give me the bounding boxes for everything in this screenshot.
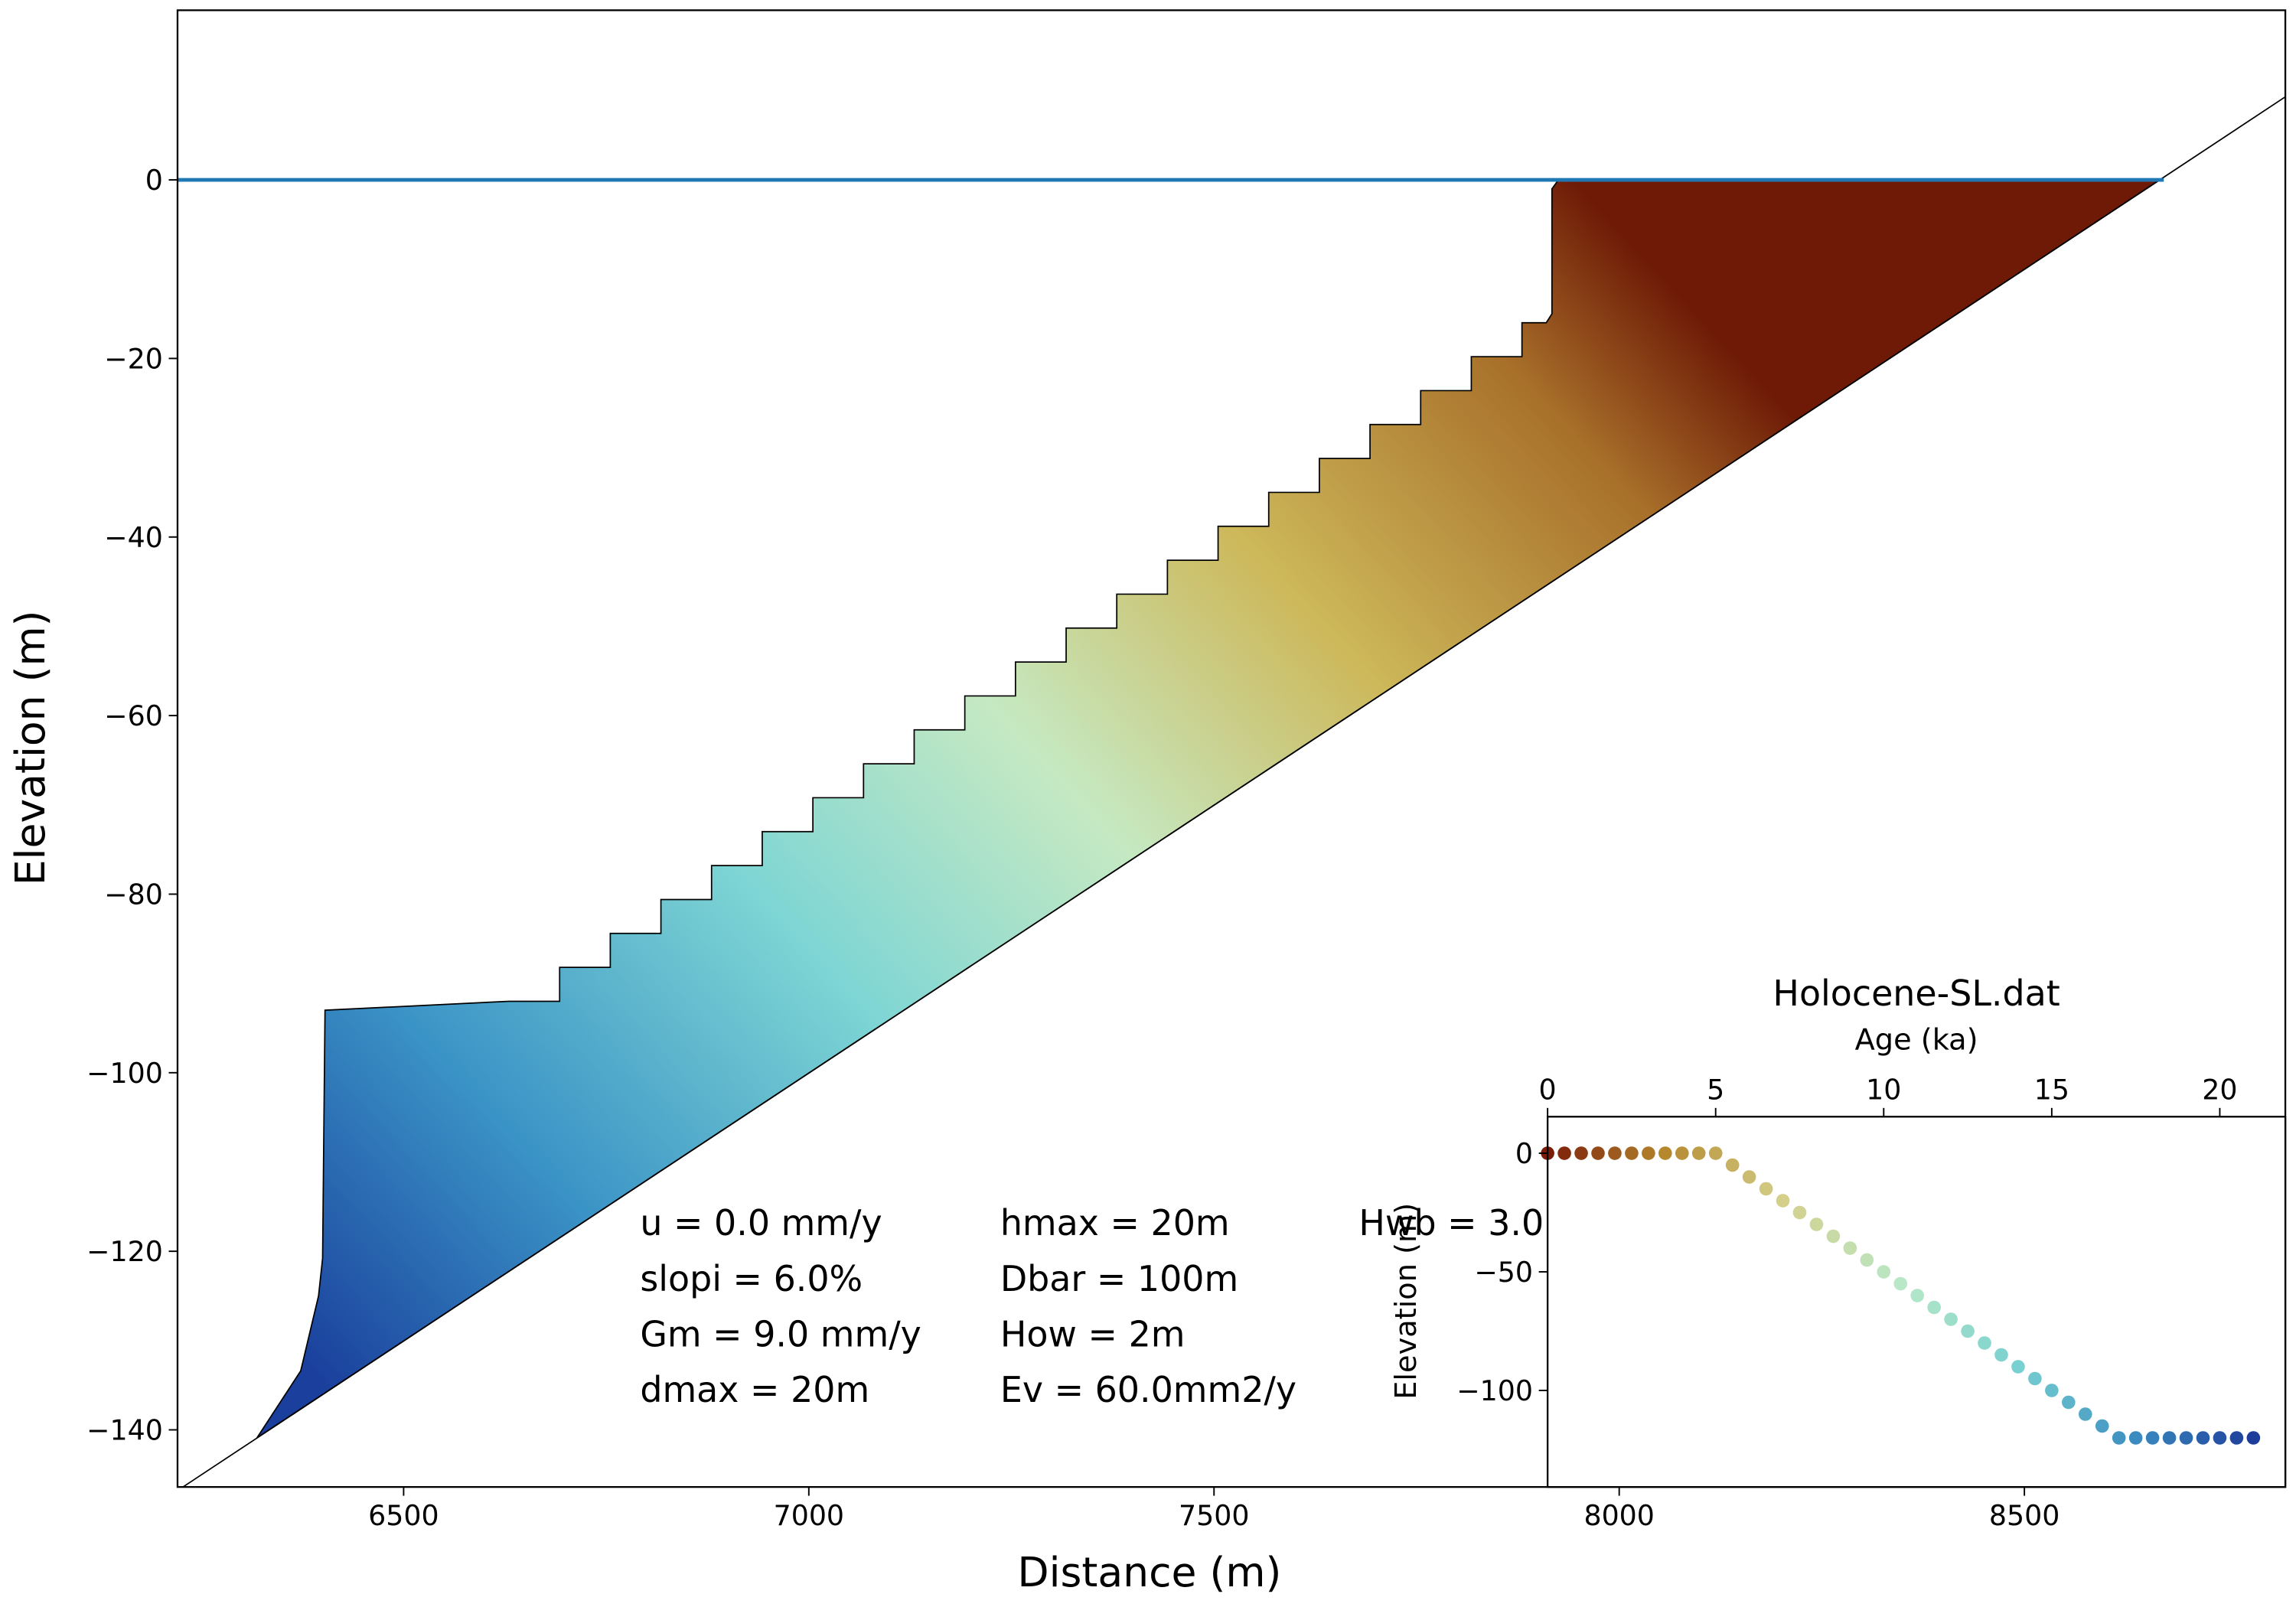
x-tick-label: 20 <box>2202 1073 2237 1106</box>
scatter-point <box>1978 1336 1991 1350</box>
scatter-point <box>1910 1289 1924 1302</box>
scatter-point <box>2112 1431 2126 1445</box>
axes-frame <box>176 9 2287 1488</box>
scatter-point <box>1927 1300 1941 1315</box>
scatter-point <box>1877 1265 1891 1279</box>
scatter-point <box>1574 1146 1588 1160</box>
scatter-point <box>1792 1205 1807 1220</box>
scatter-point <box>1843 1241 1857 1255</box>
parameter-annotation: Gm = 9.0 mm/y <box>640 1314 921 1355</box>
scatter-point <box>2145 1431 2160 1445</box>
line-series <box>181 96 2286 1488</box>
x-tick-label: 10 <box>1866 1073 1901 1106</box>
x-tick-label: 5 <box>1707 1073 1724 1106</box>
x-tick-label: 7500 <box>1179 1499 1249 1532</box>
y-tick-label: −60 <box>104 699 163 732</box>
inset-y-axis-label: Elevation (m) <box>1389 1203 1424 1400</box>
x-tick-label: 7000 <box>774 1499 844 1532</box>
scatter-point <box>1826 1229 1841 1244</box>
parameter-annotation: slopi = 6.0% <box>640 1258 863 1299</box>
scatter-point <box>1625 1146 1639 1160</box>
inset-title: Holocene-SL.dat <box>1773 973 2060 1014</box>
x-tick-label: 15 <box>2034 1073 2069 1106</box>
scatter-point <box>1725 1158 1740 1172</box>
scatter-point <box>2246 1431 2261 1445</box>
parameter-annotation: Hwb = 3.0 <box>1358 1202 1544 1244</box>
parameter-annotation: u = 0.0 mm/y <box>640 1202 882 1244</box>
scatter-point <box>1675 1146 1689 1160</box>
scatter-point <box>1860 1253 1874 1267</box>
parameter-annotation: hmax = 20m <box>1000 1202 1230 1244</box>
scatter-point <box>1642 1146 1655 1160</box>
x-tick-label: 0 <box>1539 1073 1557 1106</box>
scatter-point <box>2128 1431 2143 1445</box>
scatter-point <box>2229 1431 2244 1445</box>
scatter-point <box>1759 1182 1773 1196</box>
x-tick-label: 8000 <box>1583 1499 1654 1532</box>
scatter-point <box>2095 1419 2109 1433</box>
scatter-point <box>1776 1194 1790 1208</box>
scatter-point <box>1994 1348 2008 1362</box>
scatter-point <box>1557 1146 1571 1160</box>
parameter-annotation: How = 2m <box>1000 1314 1186 1355</box>
y-tick-label: −140 <box>86 1414 163 1447</box>
parameter-annotation: dmax = 20m <box>640 1369 869 1410</box>
scatter-point <box>1961 1324 1975 1338</box>
y-tick-label: 0 <box>145 164 163 197</box>
parameter-annotation: Dbar = 100m <box>1000 1258 1238 1299</box>
plot-content <box>177 96 2286 1488</box>
scatter-point <box>1893 1276 1908 1291</box>
y-tick-label: −50 <box>1474 1256 1533 1289</box>
scatter-point <box>2196 1431 2210 1445</box>
scatter-point <box>2213 1431 2227 1445</box>
x-tick-label: 8500 <box>1989 1499 2060 1532</box>
scatter-point <box>1809 1217 1824 1231</box>
scatter-point <box>1742 1170 1756 1184</box>
scatter-point <box>2162 1431 2177 1445</box>
y-tick-label: −20 <box>104 342 163 375</box>
scatter-point <box>1944 1312 1958 1326</box>
scatter-point <box>1658 1146 1672 1160</box>
scatter-point <box>2062 1395 2076 1410</box>
x-axis-label: Distance (m) <box>1017 1548 1281 1596</box>
y-tick-label: −100 <box>1456 1374 1533 1407</box>
inset-x-axis-label: Age (ka) <box>1855 1022 1978 1057</box>
y-tick-label: −40 <box>104 521 163 554</box>
parameter-annotation: Ev = 60.0mm2/y <box>1000 1369 1296 1410</box>
scatter-point <box>1691 1146 1706 1160</box>
y-tick-label: −100 <box>86 1057 163 1090</box>
x-tick-label: 6500 <box>368 1499 439 1532</box>
y-axis-label: Elevation (m) <box>6 610 54 885</box>
scatter-point <box>2028 1371 2042 1386</box>
scatter-point <box>2011 1360 2025 1374</box>
y-tick-label: 0 <box>1515 1137 1533 1170</box>
scatter-point <box>2045 1384 2059 1397</box>
scatter-point <box>2078 1407 2092 1421</box>
scatter-point <box>1708 1146 1723 1160</box>
y-tick-label: −120 <box>86 1235 163 1268</box>
y-tick-label: −80 <box>104 878 163 911</box>
scatter-point <box>2179 1431 2193 1445</box>
scatter-point <box>1591 1146 1605 1160</box>
scatter-point <box>1608 1146 1622 1160</box>
axes-frame <box>1546 1116 2287 1488</box>
